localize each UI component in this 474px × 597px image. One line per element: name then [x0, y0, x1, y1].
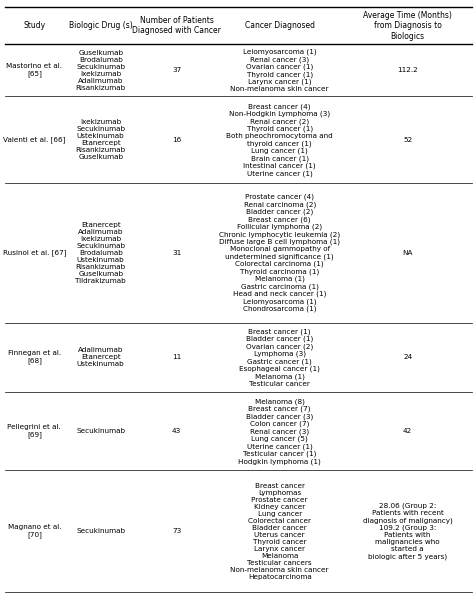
- Text: Cancer Diagnosed: Cancer Diagnosed: [245, 21, 315, 30]
- Text: 112.2: 112.2: [397, 67, 418, 73]
- Text: 37: 37: [172, 67, 181, 73]
- Text: Magnano et al.
[70]: Magnano et al. [70]: [8, 524, 61, 538]
- Text: Biologic Drug (s): Biologic Drug (s): [69, 21, 133, 30]
- Text: Rusinol et al. [67]: Rusinol et al. [67]: [3, 250, 66, 256]
- Text: Number of Patients
Diagnosed with Cancer: Number of Patients Diagnosed with Cancer: [132, 16, 221, 35]
- Text: 43: 43: [172, 428, 181, 434]
- Text: Leiomyosarcoma (1)
Renal cancer (3)
Ovarian cancer (1)
Thyroid cancer (1)
Larynx: Leiomyosarcoma (1) Renal cancer (3) Ovar…: [230, 48, 329, 92]
- Text: Ixekizumab
Secukinumab
Ustekinumab
Etanercept
Risankizumab
Guselkumab: Ixekizumab Secukinumab Ustekinumab Etane…: [75, 119, 126, 161]
- Text: 28.06 (Group 2:
Patients with recent
diagnosis of malignancy)
109.2 (Group 3:
Pa: 28.06 (Group 2: Patients with recent dia…: [363, 503, 453, 560]
- Text: Etanercept
Adalimumab
Ixekizumab
Secukinumab
Brodalumab
Ustekinumab
Risankizumab: Etanercept Adalimumab Ixekizumab Secukin…: [75, 222, 126, 284]
- Text: Finnegan et al.
[68]: Finnegan et al. [68]: [8, 350, 61, 364]
- Text: 52: 52: [403, 137, 412, 143]
- Text: Average Time (Months)
from Diagnosis to
Biologics: Average Time (Months) from Diagnosis to …: [363, 11, 452, 41]
- Text: Pellegrini et al.
[69]: Pellegrini et al. [69]: [8, 424, 61, 438]
- Text: Valenti et al. [66]: Valenti et al. [66]: [3, 137, 65, 143]
- Text: Breast cancer
Lymphomas
Prostate cancer
Kidney cancer
Lung cancer
Colorectal can: Breast cancer Lymphomas Prostate cancer …: [230, 483, 329, 580]
- Text: Breast cancer (4)
Non-Hodgkin Lymphoma (3)
Renal cancer (2)
Thyroid cancer (1)
B: Breast cancer (4) Non-Hodgkin Lymphoma (…: [226, 103, 333, 177]
- Text: 31: 31: [172, 250, 181, 256]
- Text: NA: NA: [402, 250, 413, 256]
- Text: Adalimumab
Etanercept
Ustekinumab: Adalimumab Etanercept Ustekinumab: [77, 347, 125, 367]
- Text: 24: 24: [403, 355, 412, 361]
- Text: Secukinumab: Secukinumab: [76, 428, 125, 434]
- Text: Mastorino et al.
[65]: Mastorino et al. [65]: [6, 63, 63, 77]
- Text: Guselkumab
Brodalumab
Secukinumab
Ixekizumab
Adalimumab
Risankizumab: Guselkumab Brodalumab Secukinumab Ixekiz…: [75, 50, 126, 91]
- Text: 73: 73: [172, 528, 181, 534]
- Text: Prostate cancer (4)
Renal carcinoma (2)
Bladder cancer (2)
Breast cancer (6)
Fol: Prostate cancer (4) Renal carcinoma (2) …: [219, 193, 340, 312]
- Text: 16: 16: [172, 137, 181, 143]
- Text: Study: Study: [23, 21, 46, 30]
- Text: 11: 11: [172, 355, 181, 361]
- Text: 42: 42: [403, 428, 412, 434]
- Text: Secukinumab: Secukinumab: [76, 528, 125, 534]
- Text: Breast cancer (1)
Bladder cancer (1)
Ovarian cancer (2)
Lymphoma (3)
Gastric can: Breast cancer (1) Bladder cancer (1) Ova…: [239, 328, 320, 387]
- Text: Melanoma (8)
Breast cancer (7)
Bladder cancer (3)
Colon cancer (7)
Renal cancer : Melanoma (8) Breast cancer (7) Bladder c…: [238, 398, 321, 464]
